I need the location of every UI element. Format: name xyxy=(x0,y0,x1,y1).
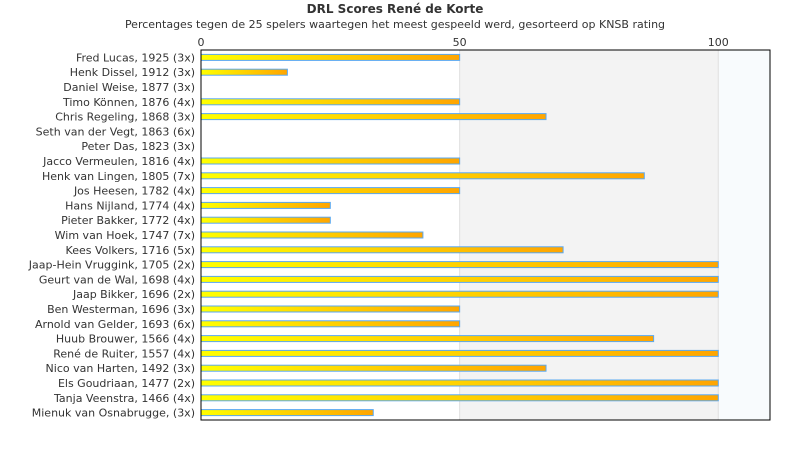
category-label: Jaap-Hein Vruggink, 1705 (2x) xyxy=(28,259,195,272)
category-label: Henk van Lingen, 1805 (7x) xyxy=(42,170,195,183)
bar xyxy=(200,246,564,254)
category-label: Huub Brouwer, 1566 (4x) xyxy=(56,333,195,346)
x-tick-label: 50 xyxy=(453,36,467,49)
bar xyxy=(200,53,461,61)
category-label: René de Ruiter, 1557 (4x) xyxy=(53,347,195,360)
bar xyxy=(200,157,461,165)
category-label: Jacco Vermeulen, 1816 (4x) xyxy=(42,155,195,168)
bar xyxy=(200,68,288,76)
category-label: Hans Nijland, 1774 (4x) xyxy=(65,199,195,212)
category-label: Geurt van de Wal, 1698 (4x) xyxy=(39,273,195,286)
category-label: Jaap Bikker, 1696 (2x) xyxy=(72,288,195,301)
bar xyxy=(200,98,461,106)
bar xyxy=(200,231,424,239)
bar xyxy=(200,305,461,313)
bar xyxy=(200,335,655,343)
x-tick-label: 0 xyxy=(198,36,205,49)
chart-title: DRL Scores René de Korte xyxy=(306,2,484,16)
category-label: Mienuk van Osnabrugge, (3x) xyxy=(32,407,195,420)
category-label: Pieter Bakker, 1772 (4x) xyxy=(61,214,195,227)
bar xyxy=(200,290,719,298)
bar xyxy=(200,172,645,180)
category-label: Wim van Hoek, 1747 (7x) xyxy=(55,229,195,242)
category-label: Daniel Weise, 1877 (3x) xyxy=(63,81,195,94)
bar xyxy=(200,216,331,224)
bar xyxy=(200,275,719,283)
bar xyxy=(200,379,719,387)
category-label: Kees Volkers, 1716 (5x) xyxy=(66,244,195,257)
bar xyxy=(200,187,461,195)
bar xyxy=(200,409,374,417)
chart-subtitle: Percentages tegen de 25 spelers waartege… xyxy=(124,18,666,31)
plot-band-2 xyxy=(718,50,770,420)
bar xyxy=(200,320,461,328)
category-label: Chris Regeling, 1868 (3x) xyxy=(55,111,195,124)
category-label: Peter Das, 1823 (3x) xyxy=(81,140,195,153)
category-label: Fred Lucas, 1925 (3x) xyxy=(76,51,195,64)
category-label: Tanja Veenstra, 1466 (4x) xyxy=(53,392,195,405)
category-label: Henk Dissel, 1912 (3x) xyxy=(70,66,195,79)
plot-frame xyxy=(200,49,771,421)
category-label: Ben Westerman, 1696 (3x) xyxy=(47,303,195,316)
bar xyxy=(200,364,547,372)
category-label: Timo Können, 1876 (4x) xyxy=(62,96,195,109)
category-label: Seth van der Vegt, 1863 (6x) xyxy=(36,125,195,138)
plot-band-1 xyxy=(459,50,719,420)
category-label: Els Goudriaan, 1477 (2x) xyxy=(58,377,195,390)
bar xyxy=(200,201,331,209)
bar xyxy=(200,261,719,269)
bar xyxy=(200,394,719,402)
x-tick-label: 100 xyxy=(708,36,729,49)
bar xyxy=(200,113,547,121)
category-label: Jos Heesen, 1782 (4x) xyxy=(73,185,195,198)
bar xyxy=(200,349,719,357)
category-label: Nico van Harten, 1492 (3x) xyxy=(46,362,195,375)
category-label: Arnold van Gelder, 1693 (6x) xyxy=(35,318,195,331)
